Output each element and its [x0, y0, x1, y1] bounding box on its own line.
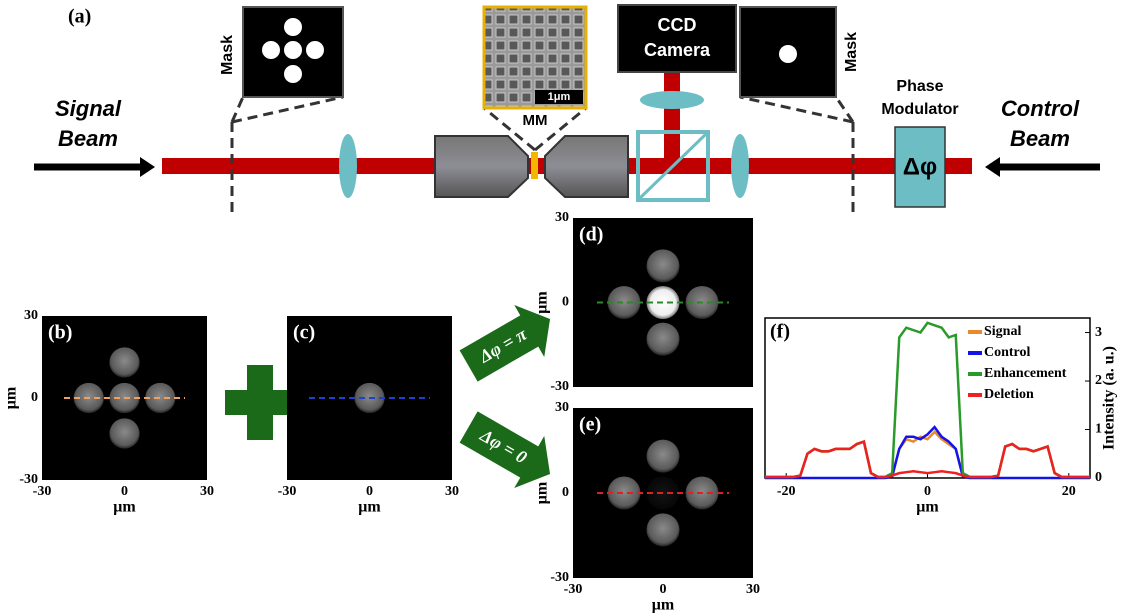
signal-beam-2: Beam — [58, 126, 118, 151]
shape — [284, 18, 302, 36]
x-tick-label: 30 — [445, 484, 459, 499]
y-axis-label: μm — [3, 386, 20, 409]
x-tick-label: -20 — [777, 484, 796, 499]
plus — [225, 365, 295, 440]
legend-label: Control — [984, 345, 1031, 360]
shape — [284, 41, 302, 59]
panel-label: (d) — [579, 224, 603, 246]
control-beam-2: Beam — [1010, 126, 1070, 151]
y-tick-label: 30 — [555, 400, 569, 415]
signal-beam-1: Signal — [55, 96, 122, 121]
plot-frame — [765, 318, 1090, 478]
delta-phi: Δφ — [903, 153, 937, 180]
sample — [531, 152, 538, 179]
y-tick-label: 0 — [31, 390, 38, 405]
lens — [640, 91, 704, 109]
panel-label: (f) — [770, 321, 790, 343]
panel-label: (a) — [68, 6, 91, 28]
control-beam-1: Control — [1001, 96, 1080, 121]
arrowhead — [985, 157, 1000, 177]
y-tick-label: 0 — [562, 295, 569, 310]
shape — [836, 97, 853, 122]
spot — [647, 323, 680, 356]
y-tick-label: 0 — [562, 485, 569, 500]
y-tick-label: 0 — [1095, 470, 1102, 485]
arrowhead — [140, 157, 155, 177]
x-tick-label: 0 — [366, 484, 373, 499]
y-axis-label: Intensity (a. u.) — [1101, 346, 1118, 450]
beam-up — [664, 68, 680, 160]
mm-label: MM — [523, 112, 548, 129]
panel-label: (b) — [48, 322, 72, 344]
x-tick-label: -30 — [278, 484, 297, 499]
lens — [339, 134, 357, 198]
shape — [284, 65, 302, 83]
shape — [306, 41, 324, 59]
spot — [109, 347, 139, 377]
y-axis-label: μm — [534, 481, 551, 504]
y-axis-label: μm — [534, 291, 551, 314]
figure: (a) Signal Beam Control Beam Mask Mask 1… — [0, 0, 1121, 616]
legend-label: Deletion — [984, 387, 1034, 402]
ccd-label: CCD — [658, 15, 697, 35]
panel-label: (c) — [293, 322, 315, 344]
x-tick-label: 0 — [924, 484, 931, 499]
x-axis-label: μm — [358, 499, 381, 516]
mask-label: Mask — [219, 35, 236, 75]
legend-label: Enhancement — [984, 366, 1067, 381]
shape — [262, 41, 280, 59]
spot — [647, 440, 680, 473]
objective — [545, 136, 628, 197]
spot — [647, 513, 680, 546]
panel-label: (e) — [579, 414, 601, 436]
shape — [740, 97, 853, 122]
y-tick-label: -30 — [550, 570, 569, 585]
x-tick-label: 0 — [660, 582, 667, 597]
objective — [435, 136, 528, 197]
spot — [109, 418, 139, 448]
x-axis-label: μm — [916, 499, 939, 516]
spot — [647, 249, 680, 282]
y-tick-label: 30 — [24, 308, 38, 323]
pm-label: Modulator — [881, 101, 958, 118]
y-tick-label: 30 — [555, 210, 569, 225]
legend-label: Signal — [984, 324, 1021, 339]
shape — [232, 97, 343, 122]
y-tick-label: 3 — [1095, 325, 1102, 340]
x-tick-label: 0 — [121, 484, 128, 499]
ccd-label: Camera — [644, 40, 711, 60]
shape — [232, 97, 243, 122]
mask-hole — [779, 45, 797, 63]
x-tick-label: 20 — [1062, 484, 1076, 499]
y-tick-label: -30 — [19, 472, 38, 487]
x-axis-label: μm — [113, 499, 136, 516]
mask-label: Mask — [843, 32, 860, 72]
y-tick-label: -30 — [550, 379, 569, 394]
x-axis-label: μm — [652, 597, 675, 614]
lens — [731, 134, 749, 198]
scale-bar: 1μm — [548, 91, 571, 103]
x-tick-label: 30 — [746, 582, 760, 597]
x-tick-label: 30 — [200, 484, 214, 499]
pm-label: Phase — [896, 78, 943, 95]
